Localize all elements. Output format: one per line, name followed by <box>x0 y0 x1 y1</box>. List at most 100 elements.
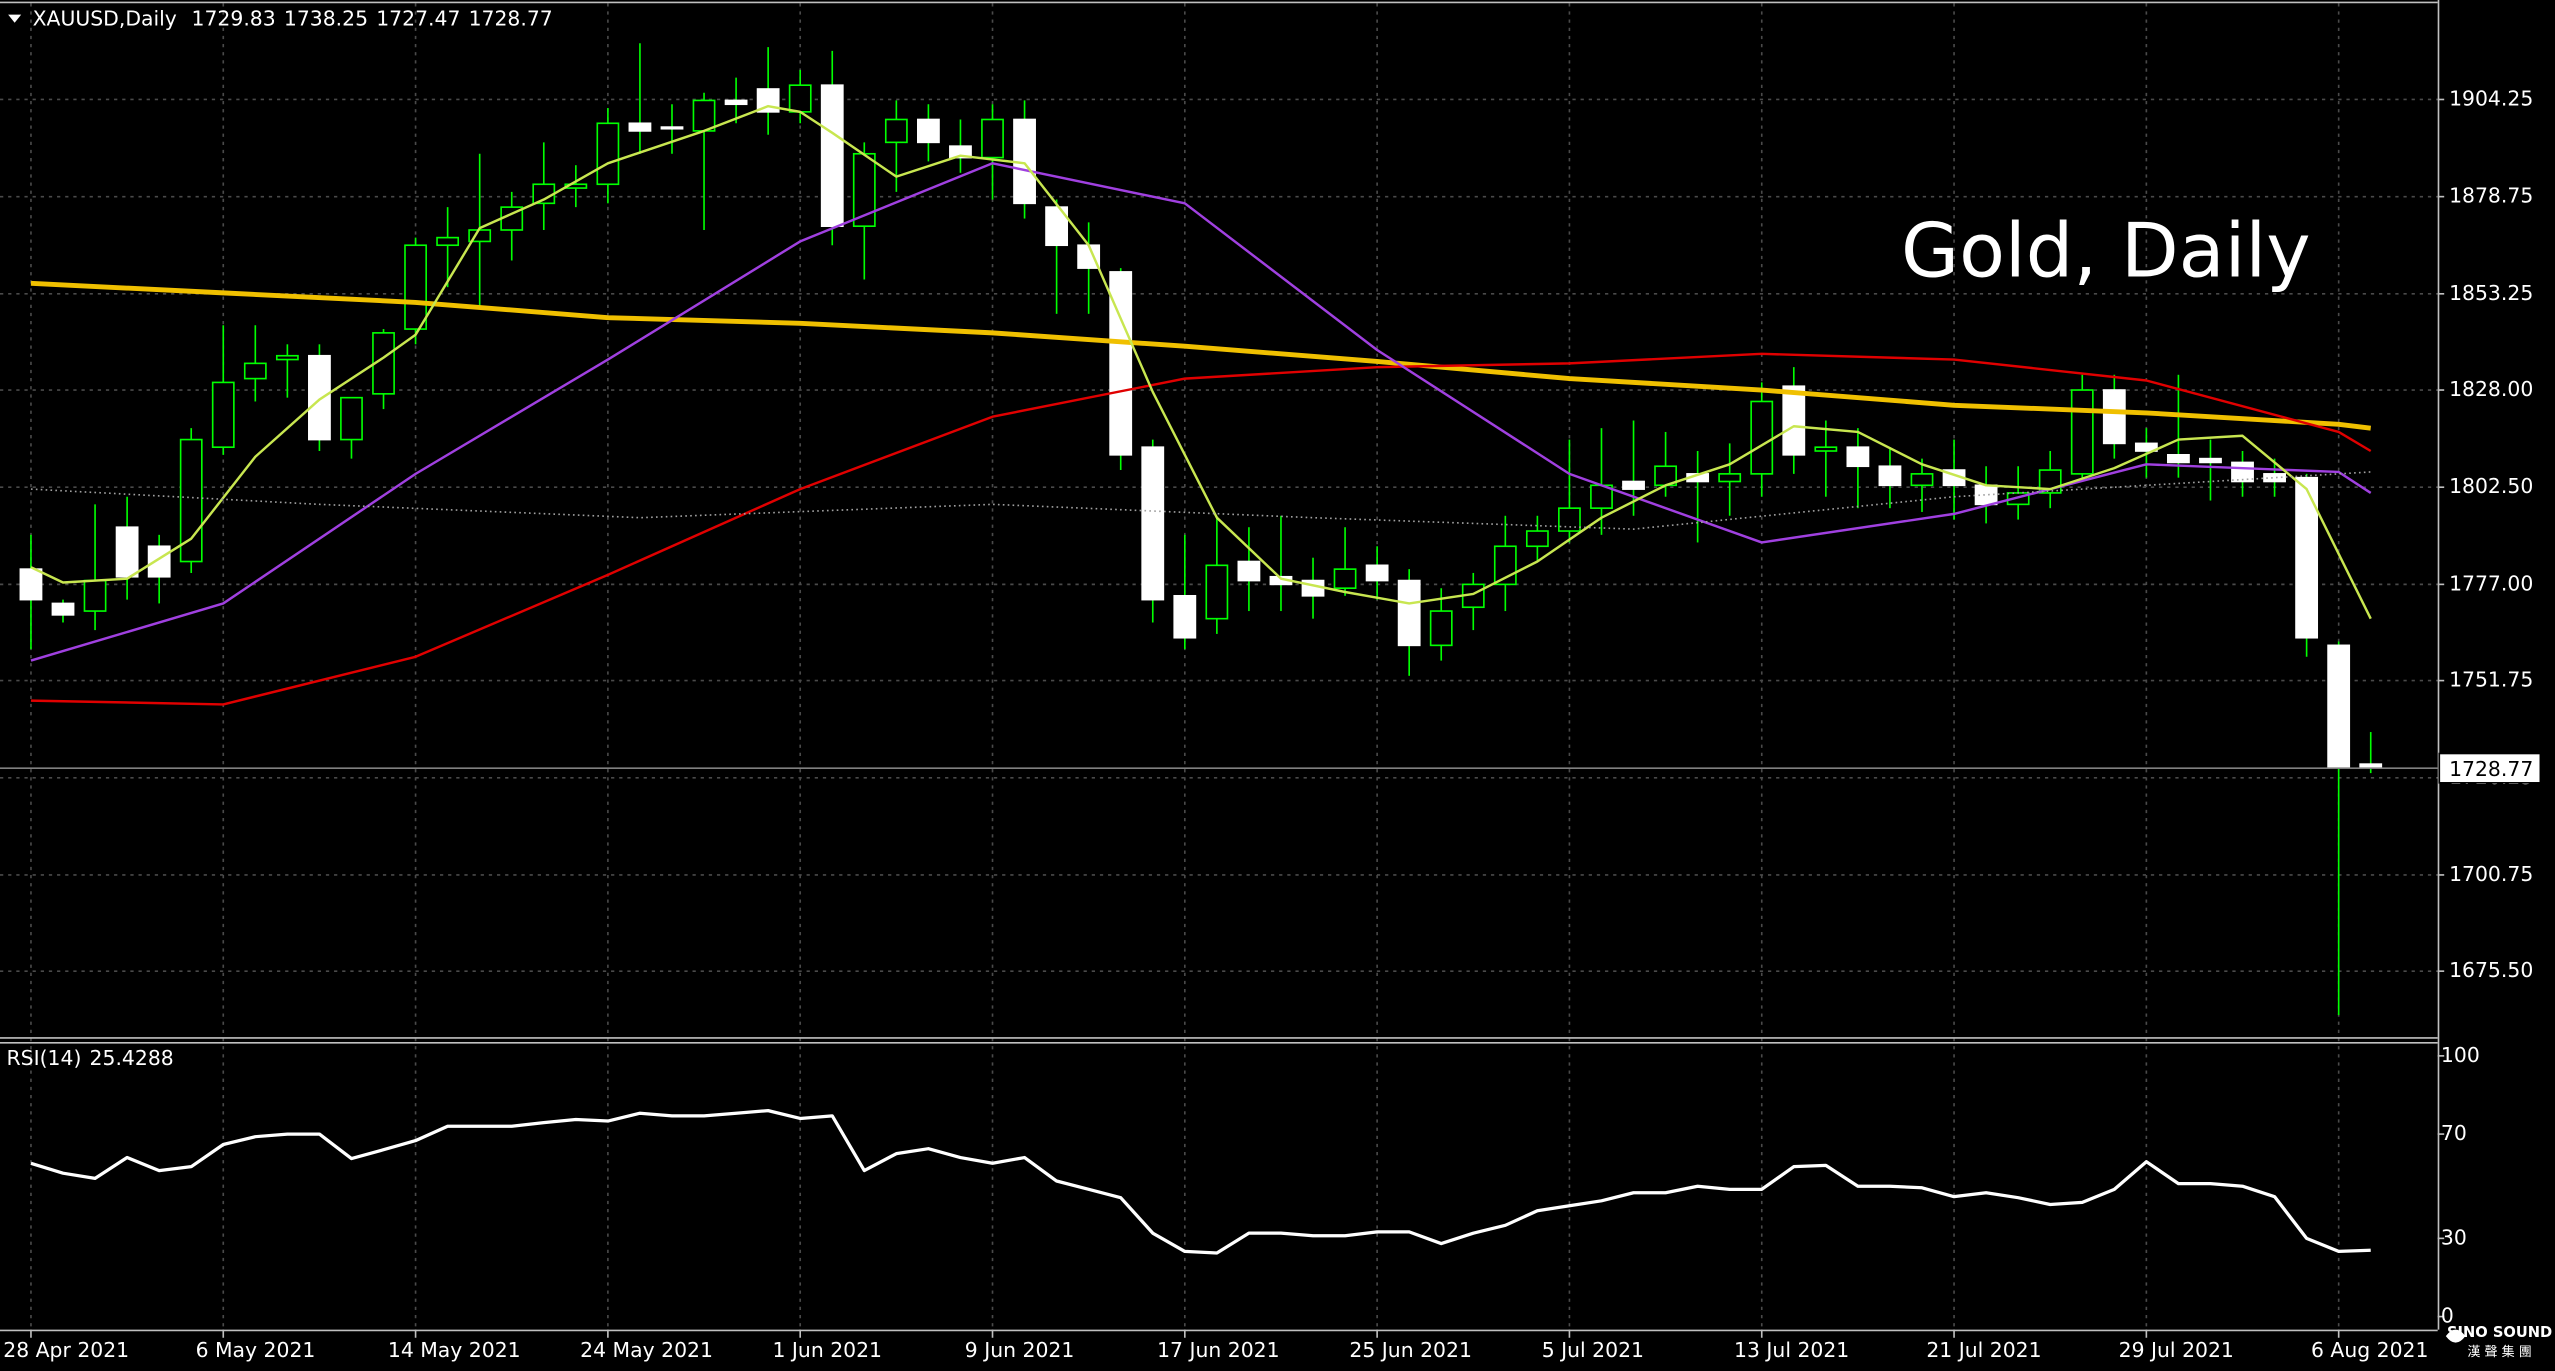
candle-body <box>596 122 620 186</box>
y-tick-label: 70 <box>2441 1121 2467 1145</box>
logo-subtitle: 漢 聲 集 團 <box>2467 1344 2531 1360</box>
candle-body <box>115 526 139 578</box>
header-arrow <box>8 14 22 23</box>
candle-body <box>1782 385 1806 456</box>
high-value: 1738.25 <box>284 7 368 31</box>
candle-body <box>2070 389 2094 475</box>
candle-body <box>1045 206 1069 247</box>
candle-body <box>1525 530 1549 548</box>
y-tick-label: 1853.25 <box>2449 281 2533 305</box>
price-label: 1728.77 <box>2449 757 2533 781</box>
rsi-line <box>30 1108 2371 1255</box>
x-tick-label: 5 Jul 2021 <box>1542 1338 1644 1362</box>
candle-body <box>2295 476 2319 639</box>
logo-name: SINO SOUND <box>2447 1324 2552 1341</box>
candle-body <box>1910 473 1934 487</box>
candle-body <box>83 579 107 612</box>
candle-body <box>692 99 716 132</box>
candle-body <box>211 381 235 449</box>
y-tick-label: 1802.50 <box>2449 474 2533 498</box>
candle-body <box>2102 389 2126 445</box>
candle-body <box>2134 442 2158 452</box>
candle-body <box>243 362 267 380</box>
y-tick-label: 1751.75 <box>2449 668 2533 692</box>
x-tick-label: 21 Jul 2021 <box>1926 1338 2041 1362</box>
candle-body <box>660 126 684 130</box>
candle-body <box>2199 457 2222 464</box>
open-value: 1729.83 <box>192 7 276 31</box>
y-tick-label: 1828.00 <box>2449 377 2533 401</box>
candle-body <box>884 118 908 144</box>
candle-body <box>820 84 844 227</box>
moving-average <box>30 162 2372 662</box>
candle-body <box>1622 480 1645 490</box>
candle-body <box>1429 610 1453 647</box>
logo-icon <box>2445 1329 2466 1343</box>
candle-body <box>404 244 427 330</box>
x-tick-label: 6 Aug 2021 <box>2311 1338 2428 1362</box>
candle-body <box>788 84 812 113</box>
candle-body <box>724 99 748 106</box>
rsi-value: 25.4288 <box>90 1046 174 1070</box>
candle-body <box>19 568 43 601</box>
candle-body <box>981 118 1004 159</box>
candle-body <box>1750 400 1774 475</box>
x-tick-label: 28 Apr 2021 <box>3 1338 129 1362</box>
candle-body <box>916 118 940 144</box>
candle-body <box>2263 473 2286 483</box>
logo: SINO SOUND 漢 聲 集 團 <box>2445 1324 2552 1360</box>
x-tick-label: 14 May 2021 <box>388 1338 521 1362</box>
watermark: Gold, Daily <box>1901 206 2311 294</box>
candle-body <box>1558 507 1581 532</box>
candle-body <box>1397 579 1421 647</box>
moving-average <box>30 280 2372 431</box>
candle-body <box>436 236 460 247</box>
y-tick-label: 0 <box>2441 1304 2454 1328</box>
y-tick-label: 30 <box>2441 1225 2467 1249</box>
chart-header: XAUUSD,Daily 1729.83 1738.25 1727.47 1728.77 <box>33 7 553 31</box>
candle-body <box>2167 454 2190 464</box>
close-value: 1728.77 <box>469 7 553 31</box>
candle-body <box>628 122 652 132</box>
x-tick-label: 13 Jul 2021 <box>1734 1338 1849 1362</box>
rsi-title: RSI(14) <box>7 1046 82 1070</box>
candle-body <box>1141 446 1165 601</box>
rsi-header: RSI(14) 25.4288 <box>7 1046 174 1070</box>
candle-body <box>1878 465 1902 487</box>
low-value: 1727.47 <box>376 7 460 31</box>
candle-body <box>949 145 972 159</box>
y-tick-label: 100 <box>2441 1043 2480 1067</box>
symbol: XAUUSD,Daily <box>33 7 177 31</box>
candle-body <box>340 396 363 441</box>
y-tick-label: 1700.75 <box>2449 862 2533 886</box>
x-tick-label: 1 Jun 2021 <box>772 1338 882 1362</box>
moving-average <box>30 471 2371 530</box>
candle-body <box>1718 473 1742 483</box>
x-tick-label: 6 May 2021 <box>196 1338 316 1362</box>
moving-average <box>30 352 2372 706</box>
candle-body <box>147 545 171 578</box>
x-tick-label: 25 Jun 2021 <box>1349 1338 1471 1362</box>
candle-body <box>1237 560 1261 582</box>
x-tick-label: 9 Jun 2021 <box>965 1338 1075 1362</box>
candle-body <box>1365 564 1389 582</box>
candle-body <box>1173 594 1197 639</box>
rsi-plot <box>30 1108 2371 1255</box>
candle-body <box>2327 644 2351 769</box>
candle-body <box>1814 446 1838 452</box>
candle-body <box>275 354 299 361</box>
candle-body <box>308 354 331 441</box>
candle-body <box>2231 461 2254 483</box>
price-label-box <box>2438 752 2542 784</box>
main-plot <box>0 43 2438 1015</box>
candle-body <box>1205 564 1229 620</box>
candle-body <box>51 602 75 616</box>
y-tick-label: 1878.75 <box>2449 184 2533 208</box>
x-tick-label: 24 May 2021 <box>580 1338 713 1362</box>
candle-body <box>1846 446 1870 468</box>
moving-average <box>30 104 2372 620</box>
candle-body <box>1333 568 1357 590</box>
